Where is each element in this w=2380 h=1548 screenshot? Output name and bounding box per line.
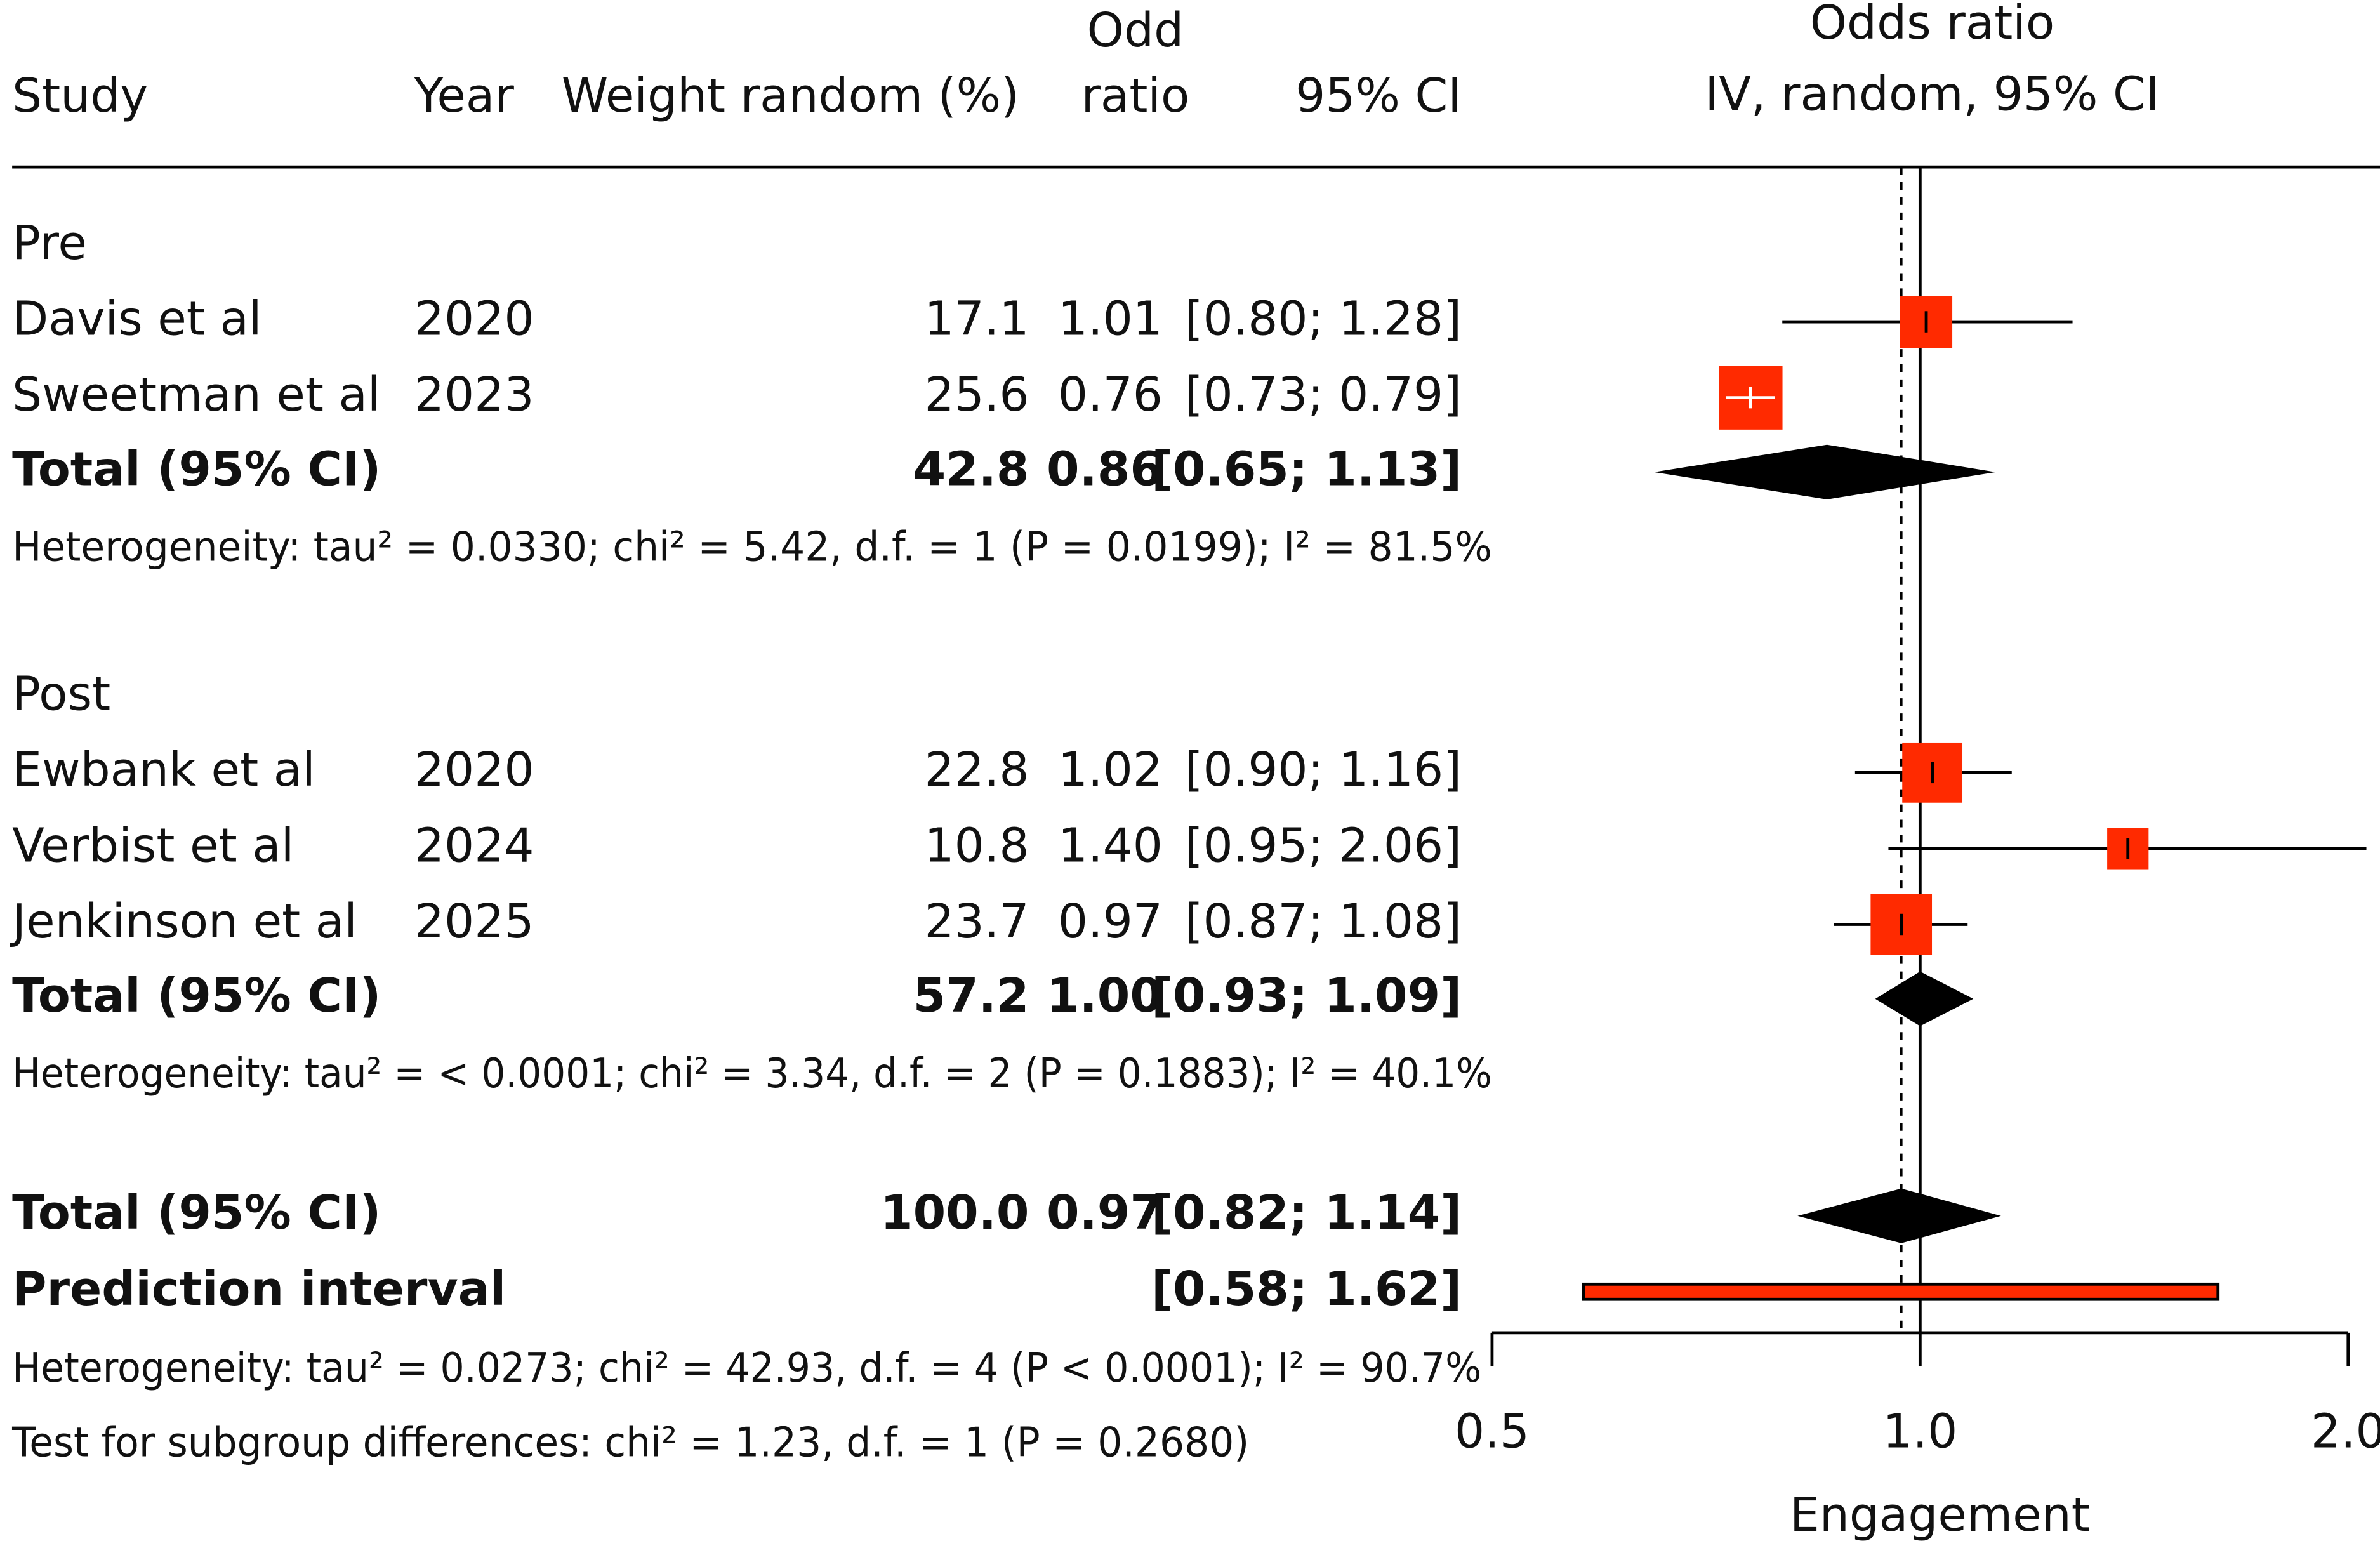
x-axis-label: Engagement [1790,1488,2090,1542]
subgroup-test: Test for subgroup differences: chi² = 1.… [11,1419,1249,1466]
or-label: 1.02 [1058,743,1163,797]
weight-label: 25.6 [924,367,1029,422]
ci-label: [0.73; 0.79] [1185,367,1462,422]
or-label: 1.00 [1047,969,1163,1023]
weight-label: 17.1 [924,292,1029,347]
weight-label: 10.8 [924,818,1029,873]
total-label: Total (95% CI) [12,969,381,1023]
study-name: Sweetman et al [12,367,380,422]
ci-label: [0.65; 1.13] [1151,442,1462,496]
heterogeneity: Heterogeneity: tau² = < 0.0001; chi² = 3… [12,1050,1492,1097]
study-year: 2025 [414,894,534,949]
study-name: Verbist et al [12,818,294,873]
column-header: ratio [1081,69,1189,123]
or-label: 0.86 [1047,442,1163,496]
total-label: Total (95% CI) [12,1186,381,1240]
plot-title: Odds ratio [1810,0,2055,50]
x-tick-label: 0.5 [1455,1405,1530,1459]
column-header: 95% CI [1295,69,1462,123]
heterogeneity: Heterogeneity: tau² = 0.0330; chi² = 5.4… [12,523,1492,571]
heterogeneity: Heterogeneity: tau² = 0.0273; chi² = 42.… [12,1344,1481,1392]
ci-label: [0.58; 1.62] [1151,1262,1462,1316]
or-label: 0.76 [1058,367,1163,422]
summary-diamond [1797,1188,2001,1243]
prediction-interval [1582,1282,2220,1301]
or-label: 0.97 [1047,1186,1163,1240]
ci-label: [0.82; 1.14] [1151,1186,1462,1240]
x-tick-label: 1.0 [1882,1405,1957,1459]
weight-label: 23.7 [924,894,1029,949]
ci-label: [0.95; 2.06] [1185,818,1462,873]
summary-diamond [1654,444,1996,499]
study-year: 2020 [414,292,534,347]
or-label: 1.40 [1058,818,1163,873]
weight-label: 100.0 [880,1186,1029,1240]
total-label: Total (95% CI) [12,442,381,496]
summary-diamond [1875,971,1974,1026]
prediction-label: Prediction interval [12,1262,506,1316]
column-header: Year [414,69,514,123]
weight-label: 57.2 [913,969,1029,1023]
ci-label: [0.93; 1.09] [1151,969,1462,1023]
study-name: Davis et al [12,292,261,347]
plot-title: IV, random, 95% CI [1705,67,2159,122]
column-header: Study [12,69,148,123]
ci-label: [0.90; 1.16] [1185,743,1462,797]
column-header: Odd [1087,3,1184,58]
or-label: 1.01 [1058,292,1163,347]
study-year: 2023 [414,367,534,422]
study-name: Jenkinson et al [10,894,357,949]
group-name: Pre [12,216,87,270]
weight-label: 42.8 [913,442,1029,496]
ci-label: [0.80; 1.28] [1185,292,1462,347]
x-tick-label: 2.0 [2311,1405,2380,1459]
group-name: Post [12,666,110,721]
ci-label: [0.87; 1.08] [1185,894,1462,949]
study-year: 2024 [414,818,534,873]
weight-label: 22.8 [924,743,1029,797]
or-label: 0.97 [1058,894,1163,949]
column-header: Weight random (%) [562,69,1019,123]
study-year: 2020 [414,743,534,797]
study-name: Ewbank et al [12,743,315,797]
